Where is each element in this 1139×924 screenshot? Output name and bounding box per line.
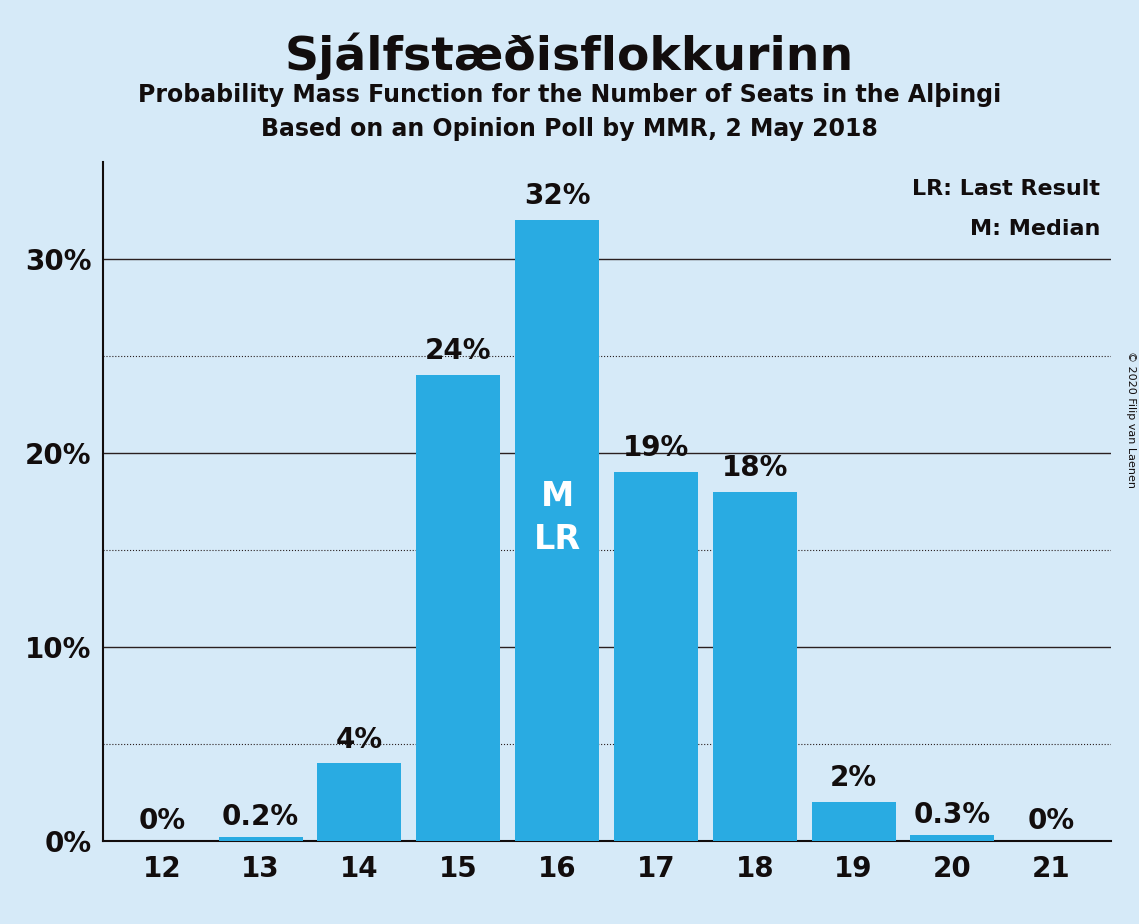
Text: 32%: 32% <box>524 182 590 211</box>
Bar <box>219 837 303 841</box>
Text: 2%: 2% <box>830 764 877 793</box>
Bar <box>318 763 401 841</box>
Text: 0.2%: 0.2% <box>222 803 300 832</box>
Text: Sjálfstæðisflokkurinn: Sjálfstæðisflokkurinn <box>285 32 854 79</box>
Text: 24%: 24% <box>425 337 492 365</box>
Bar <box>416 375 500 841</box>
Text: Probability Mass Function for the Number of Seats in the Alþingi: Probability Mass Function for the Number… <box>138 83 1001 107</box>
Text: 19%: 19% <box>623 434 689 463</box>
Bar <box>910 835 994 841</box>
Bar <box>812 802 895 841</box>
Text: 0.3%: 0.3% <box>913 801 991 829</box>
Text: © 2020 Filip van Laenen: © 2020 Filip van Laenen <box>1126 351 1136 488</box>
Text: Based on an Opinion Poll by MMR, 2 May 2018: Based on an Opinion Poll by MMR, 2 May 2… <box>261 117 878 141</box>
Text: M: Median: M: Median <box>970 219 1100 239</box>
Text: 4%: 4% <box>336 725 383 754</box>
Text: 0%: 0% <box>138 807 186 835</box>
Text: LR: Last Result: LR: Last Result <box>912 178 1100 199</box>
Text: 0%: 0% <box>1027 807 1075 835</box>
Bar <box>614 472 698 841</box>
Bar <box>515 220 599 841</box>
Text: M
LR: M LR <box>533 480 581 556</box>
Text: 18%: 18% <box>722 454 788 482</box>
Bar <box>713 492 797 841</box>
